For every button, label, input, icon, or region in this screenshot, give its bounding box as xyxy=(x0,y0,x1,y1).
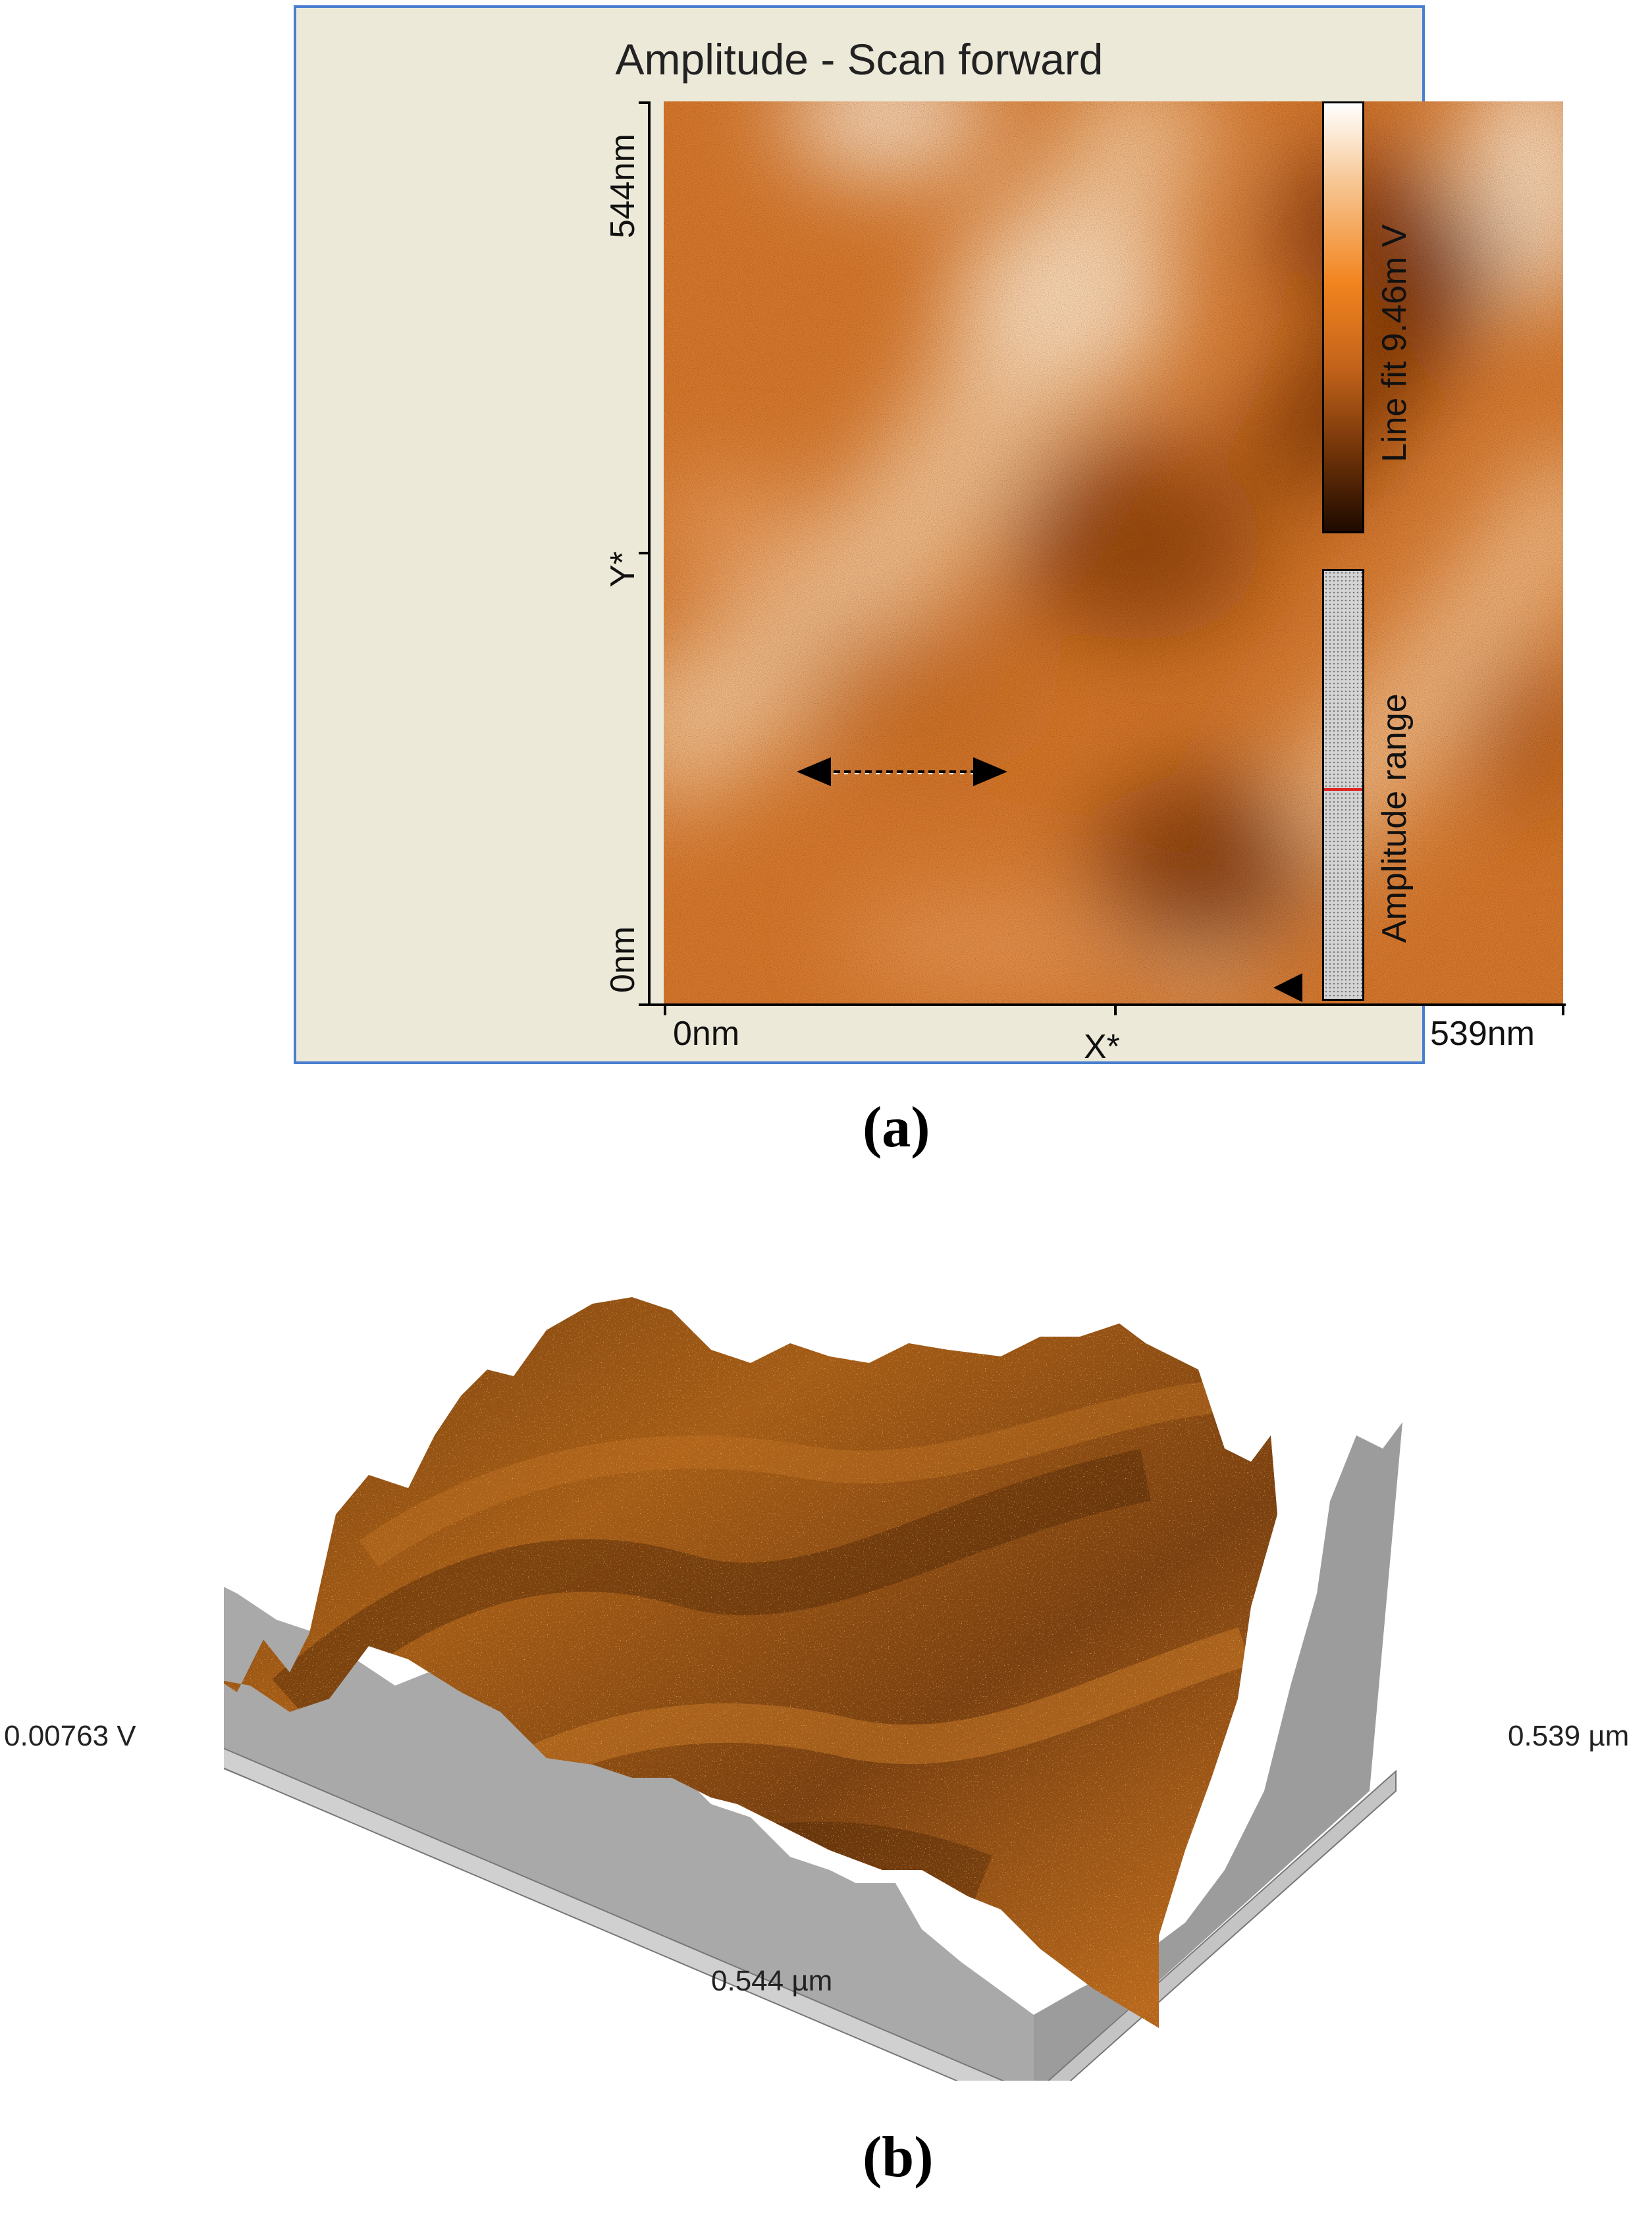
y-axis-tick-top xyxy=(639,101,651,104)
x-axis-tick-left xyxy=(664,1003,666,1015)
y-axis-top-label: 544nm xyxy=(604,134,642,238)
surface-3d-plot xyxy=(224,1297,1402,2081)
color-scale-bar xyxy=(1322,101,1364,533)
afm-amplitude-panel: Amplitude - Scan forward 544nm Y* 0nm 0n… xyxy=(294,5,1566,1066)
y-range-label: 0.539 µm xyxy=(1508,1720,1630,1752)
z-range-label: 0.00763 V xyxy=(4,1720,136,1752)
x-axis-right-label: 539nm xyxy=(1430,1015,1535,1053)
panel-title: Amplitude - Scan forward xyxy=(615,35,1104,84)
x-axis-mid-label: X* xyxy=(1084,1028,1120,1066)
x-axis-tick-mid xyxy=(1114,1003,1117,1015)
range-label: Amplitude range xyxy=(1375,693,1414,943)
x-range-label: 0.544 µm xyxy=(711,1965,833,1997)
y-axis-tick-bottom xyxy=(639,1003,651,1006)
panel-a-letter: (a) xyxy=(863,1096,930,1160)
amplitude-range-bar[interactable] xyxy=(1322,569,1364,1001)
y-axis-tick-mid xyxy=(639,552,651,554)
range-pointer-icon[interactable] xyxy=(1273,973,1302,1002)
x-axis-tick-right xyxy=(1562,1003,1564,1015)
x-axis-line xyxy=(648,1003,1566,1006)
y-axis-mid-label: Y* xyxy=(604,551,642,587)
x-axis-left-label: 0nm xyxy=(673,1015,740,1053)
measurement-arrow xyxy=(797,757,1007,786)
colorbar-label: Line fit 9.46m V xyxy=(1375,224,1414,462)
range-marker xyxy=(1324,788,1362,791)
y-axis-bottom-label: 0nm xyxy=(604,926,642,993)
amplitude-scan-image xyxy=(664,101,1563,1003)
panel-b-letter: (b) xyxy=(863,2125,934,2189)
